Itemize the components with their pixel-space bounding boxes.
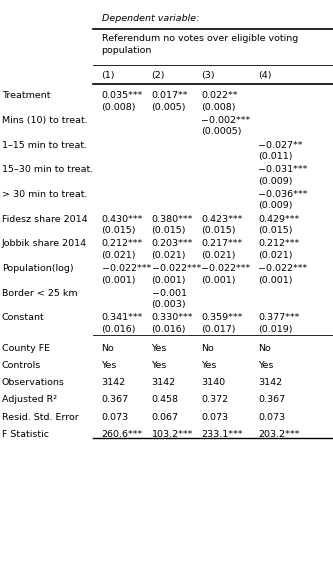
Text: 0.022**: 0.022**: [201, 91, 238, 100]
Text: (0.009): (0.009): [258, 177, 293, 186]
Text: No: No: [102, 344, 114, 353]
Text: 0.380***: 0.380***: [152, 215, 193, 224]
Text: 0.035***: 0.035***: [102, 91, 143, 100]
Text: (0.001): (0.001): [258, 276, 293, 285]
Text: Mins (10) to treat.: Mins (10) to treat.: [2, 116, 88, 125]
Text: 0.372: 0.372: [201, 395, 228, 405]
Text: (0.015): (0.015): [152, 226, 186, 235]
Text: (4): (4): [258, 71, 272, 80]
Text: No: No: [201, 344, 214, 353]
Text: (0.008): (0.008): [201, 103, 236, 112]
Text: > 30 min to treat.: > 30 min to treat.: [2, 190, 87, 199]
Text: 3142: 3142: [258, 378, 282, 387]
Text: 260.6***: 260.6***: [102, 430, 143, 439]
Text: Yes: Yes: [258, 361, 273, 370]
Text: F Statistic: F Statistic: [2, 430, 49, 439]
Text: Jobbik share 2014: Jobbik share 2014: [2, 239, 87, 249]
Text: (0.016): (0.016): [102, 325, 136, 334]
Text: −0.022***: −0.022***: [258, 264, 307, 273]
Text: (0.021): (0.021): [201, 251, 236, 260]
Text: Yes: Yes: [152, 361, 167, 370]
Text: −0.002***: −0.002***: [201, 116, 251, 125]
Text: 0.067: 0.067: [152, 413, 178, 422]
Text: 233.1***: 233.1***: [201, 430, 243, 439]
Text: (0.017): (0.017): [201, 325, 236, 334]
Text: (0.015): (0.015): [258, 226, 293, 235]
Text: (0.021): (0.021): [258, 251, 293, 260]
Text: (0.019): (0.019): [258, 325, 293, 334]
Text: 0.073: 0.073: [102, 413, 129, 422]
Text: Treatment: Treatment: [2, 91, 50, 100]
Text: Adjusted R²: Adjusted R²: [2, 395, 57, 405]
Text: 0.073: 0.073: [258, 413, 285, 422]
Text: 0.073: 0.073: [201, 413, 228, 422]
Text: (0.001): (0.001): [102, 276, 136, 285]
Text: 3142: 3142: [102, 378, 126, 387]
Text: 3142: 3142: [152, 378, 175, 387]
Text: Yes: Yes: [152, 344, 167, 353]
Text: 0.430***: 0.430***: [102, 215, 143, 224]
Text: 0.423***: 0.423***: [201, 215, 243, 224]
Text: 0.212***: 0.212***: [102, 239, 143, 249]
Text: (0.005): (0.005): [152, 103, 186, 112]
Text: (3): (3): [201, 71, 215, 80]
Text: −0.022***: −0.022***: [152, 264, 201, 273]
Text: −0.022***: −0.022***: [102, 264, 151, 273]
Text: (0.003): (0.003): [152, 300, 186, 309]
Text: −0.022***: −0.022***: [201, 264, 251, 273]
Text: 103.2***: 103.2***: [152, 430, 193, 439]
Text: (0.016): (0.016): [152, 325, 186, 334]
Text: Population(log): Population(log): [2, 264, 73, 273]
Text: (0.0005): (0.0005): [201, 127, 242, 137]
Text: Referendum no votes over eligible voting
population: Referendum no votes over eligible voting…: [102, 34, 298, 55]
Text: Controls: Controls: [2, 361, 41, 370]
Text: (0.008): (0.008): [102, 103, 136, 112]
Text: (0.015): (0.015): [102, 226, 136, 235]
Text: (2): (2): [152, 71, 165, 80]
Text: (1): (1): [102, 71, 115, 80]
Text: −0.036***: −0.036***: [258, 190, 307, 199]
Text: Dependent variable:: Dependent variable:: [102, 14, 199, 24]
Text: 0.359***: 0.359***: [201, 313, 243, 323]
Text: 0.203***: 0.203***: [152, 239, 193, 249]
Text: County FE: County FE: [2, 344, 50, 353]
Text: (0.001): (0.001): [201, 276, 236, 285]
Text: 0.458: 0.458: [152, 395, 178, 405]
Text: (0.015): (0.015): [201, 226, 236, 235]
Text: 15–30 min to treat.: 15–30 min to treat.: [2, 165, 93, 174]
Text: No: No: [258, 344, 271, 353]
Text: 0.217***: 0.217***: [201, 239, 243, 249]
Text: (0.021): (0.021): [102, 251, 136, 260]
Text: 0.377***: 0.377***: [258, 313, 299, 323]
Text: 1–15 min to treat.: 1–15 min to treat.: [2, 141, 87, 150]
Text: Border < 25 km: Border < 25 km: [2, 289, 77, 298]
Text: 0.341***: 0.341***: [102, 313, 143, 323]
Text: 0.017**: 0.017**: [152, 91, 188, 100]
Text: Resid. Std. Error: Resid. Std. Error: [2, 413, 78, 422]
Text: −0.001: −0.001: [152, 289, 186, 298]
Text: 203.2***: 203.2***: [258, 430, 299, 439]
Text: (0.009): (0.009): [258, 201, 293, 211]
Text: Yes: Yes: [201, 361, 217, 370]
Text: (0.021): (0.021): [152, 251, 186, 260]
Text: (0.001): (0.001): [152, 276, 186, 285]
Text: Observations: Observations: [2, 378, 65, 387]
Text: 0.330***: 0.330***: [152, 313, 193, 323]
Text: 0.429***: 0.429***: [258, 215, 299, 224]
Text: −0.031***: −0.031***: [258, 165, 307, 174]
Text: Constant: Constant: [2, 313, 44, 323]
Text: Yes: Yes: [102, 361, 117, 370]
Text: (0.011): (0.011): [258, 152, 293, 161]
Text: 3140: 3140: [201, 378, 225, 387]
Text: −0.027**: −0.027**: [258, 141, 303, 150]
Text: 0.212***: 0.212***: [258, 239, 299, 249]
Text: Fidesz share 2014: Fidesz share 2014: [2, 215, 87, 224]
Text: 0.367: 0.367: [102, 395, 129, 405]
Text: 0.367: 0.367: [258, 395, 285, 405]
